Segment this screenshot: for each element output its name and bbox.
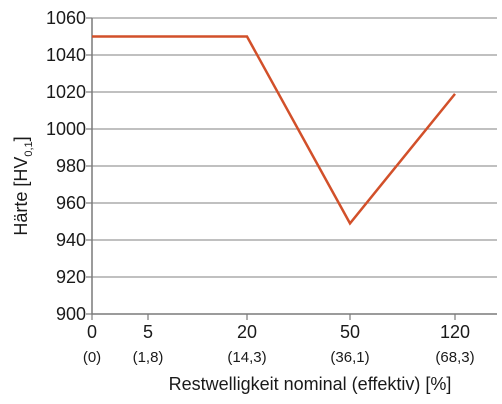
x-tick-label: 120 (440, 322, 470, 342)
series-line (92, 35, 456, 226)
x-tick-label-effective: (14,3) (227, 349, 266, 366)
gridlines (86, 17, 497, 315)
x-tick-label-effective: (36,1) (330, 349, 369, 366)
x-tick-label: 0 (87, 322, 97, 342)
y-tick-label: 980 (56, 156, 86, 176)
y-axis-title-suffix: ] (11, 136, 31, 141)
x-axis-title: Restwelligkeit nominal (effektiv) [%] (169, 374, 452, 394)
y-tick-label: 1060 (46, 8, 86, 28)
y-tick-label: 1040 (46, 45, 86, 65)
x-tick-label: 5 (143, 322, 153, 342)
x-tick-label: 20 (237, 322, 257, 342)
y-tick-label: 900 (56, 304, 86, 324)
y-tick-label: 940 (56, 230, 86, 250)
x-tick-label: 50 (340, 322, 360, 342)
x-tick-label-effective: (68,3) (435, 349, 474, 366)
x-tick-label-effective: (1,8) (133, 349, 164, 366)
y-tick-label: 1000 (46, 119, 86, 139)
x-tick-labels-effective: (0) (1,8) (14,3) (36,1) (68,3) (83, 349, 475, 366)
y-axis-title-subscript: 0,1 (23, 141, 35, 156)
x-tick-labels: 0 5 20 50 120 (87, 314, 470, 342)
y-tick-label: 1020 (46, 82, 86, 102)
y-tick-label: 960 (56, 193, 86, 213)
x-tick-label-effective: (0) (83, 349, 101, 366)
y-tick-labels: 900 920 940 960 980 1000 1020 1040 1060 (46, 8, 86, 324)
y-axis-title-main: Härte [HV (11, 157, 31, 236)
y-axis-title: Härte [HV0,1] (11, 136, 35, 235)
y-tick-label: 920 (56, 267, 86, 287)
